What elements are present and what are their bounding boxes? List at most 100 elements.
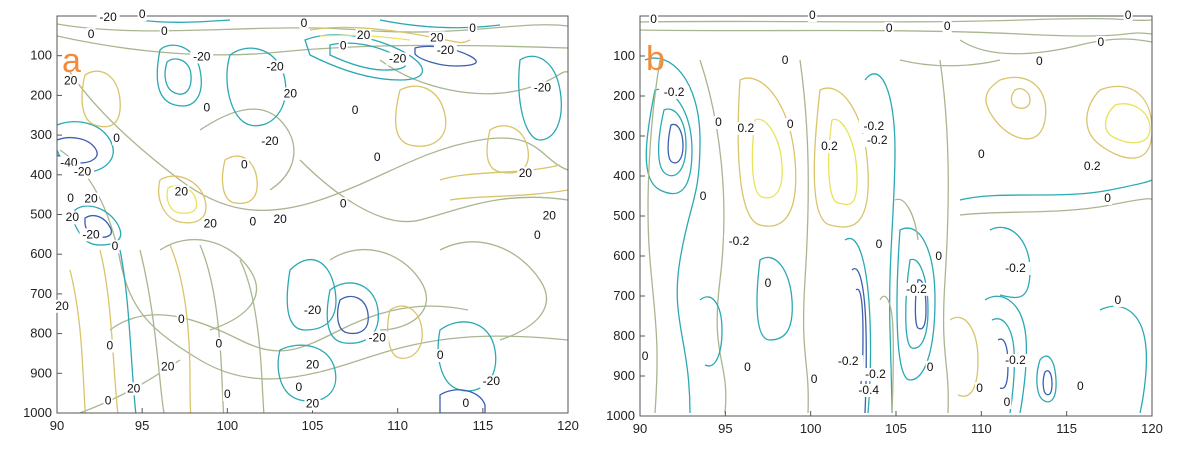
contour-label: 20 [64, 73, 78, 87]
contour-label: 0 [296, 380, 303, 394]
contour-line [658, 108, 687, 177]
contour-line [439, 164, 561, 181]
contour-label-background [1080, 160, 1104, 173]
contour-label-background [176, 312, 186, 326]
contour-label: 0 [340, 196, 347, 210]
contour-label: 0 [935, 249, 942, 263]
contour-label-background [173, 185, 190, 199]
contour-label-background [763, 277, 773, 291]
contour-label: 0 [105, 393, 112, 407]
contour-line [1010, 88, 1031, 109]
contour-label: 0 [1097, 35, 1104, 49]
contour-line [899, 59, 1001, 67]
contour-label: 0 [178, 312, 185, 326]
y-tick-label: 200 [30, 87, 52, 102]
contour-label: 0 [1125, 8, 1132, 22]
contour-line [864, 73, 896, 414]
contour-label: 0.2 [821, 139, 838, 153]
contour-line [518, 55, 562, 141]
ticks-b: 90 95 100 105 110 115 120 100 200 300 400 500 600 700… [606, 48, 1163, 436]
contour-label-background [901, 282, 932, 296]
contour-label-background [517, 166, 534, 180]
contour-label-background [1123, 9, 1133, 23]
contour-label-background [62, 74, 79, 88]
contour-label: 0 [340, 38, 347, 52]
y-tick-label: 500 [30, 207, 52, 222]
contour-label: 0 [88, 27, 95, 41]
contour-line [169, 244, 192, 413]
contour-line [985, 76, 1047, 140]
contour-line [309, 26, 471, 44]
panel-a: 90 95 100 105 110 115 120100200300400500600700… [23, 7, 579, 433]
contour-line [69, 269, 87, 413]
contour-label-background [1075, 380, 1085, 393]
contour-line [949, 316, 979, 397]
contour-label: 0 [1036, 54, 1043, 68]
contour-label-background [83, 192, 100, 206]
contour-label: -0.2 [664, 85, 685, 99]
contour-label: 0 [139, 7, 146, 21]
contour-label-background [853, 384, 884, 397]
contour-label: 0 [876, 237, 883, 251]
contour-label-background [282, 87, 299, 101]
y-tick-label: 600 [613, 248, 635, 263]
contour-label-background [214, 337, 224, 351]
contour-line [156, 44, 202, 107]
contour-line [226, 47, 287, 127]
contour-label-background [372, 150, 382, 164]
contour-label-background [807, 9, 817, 23]
contour-label: -20 [304, 303, 322, 317]
contour-label: 0 [650, 12, 657, 26]
contour-label-background [1002, 396, 1012, 409]
y-tick-label: 1000 [23, 405, 52, 420]
ticks-a: 90 95 100 105 110 115 120100200300400500600700… [23, 48, 579, 433]
contour-label: 20 [273, 212, 287, 226]
contour-line [896, 227, 936, 381]
contour-label: -0.2 [729, 234, 750, 248]
contour-label-background [86, 27, 96, 41]
contour-line [81, 70, 121, 128]
contour-label: -20 [437, 43, 455, 57]
contour-label-background [79, 228, 103, 242]
contour-label-background [858, 120, 889, 133]
contour-label-background [530, 81, 554, 95]
contour-label-background [541, 209, 558, 223]
contour-label-background [54, 299, 71, 313]
contour-label: 0 [250, 215, 257, 229]
contour-label-background [785, 118, 795, 131]
contour-label: 20 [357, 28, 371, 42]
contour-line [813, 87, 869, 228]
contour-label-background [338, 39, 348, 53]
contour-line [158, 175, 207, 224]
y-tick-label: 900 [613, 368, 635, 383]
contour-labels-b: 0 0 00 000 0-0.20 0.2 00.2-0.2-0.200.20-0.2000… [640, 8, 1133, 409]
contour-label: -20 [369, 331, 387, 345]
contour-label: 0 [352, 103, 359, 117]
contour-line [844, 237, 872, 414]
contour-line [644, 57, 701, 414]
contour-label: 20 [519, 166, 533, 180]
contour-label-background [248, 215, 258, 229]
contour-label-background [817, 140, 841, 153]
contour-label-background [479, 375, 503, 389]
contour-label: -0.4 [858, 383, 879, 397]
contour-line [329, 42, 407, 71]
contour-label: 20 [55, 299, 69, 313]
contour-line [1042, 370, 1053, 396]
contour-label-background [433, 44, 457, 58]
contour-label: 0.2 [1084, 159, 1101, 173]
contour-label-background [263, 60, 287, 74]
contour-label: -0.2 [838, 354, 859, 368]
panel-label-b: b [646, 40, 665, 78]
contour-line [851, 267, 867, 414]
contour-label-background [301, 303, 324, 317]
x-tick-label: 105 [302, 418, 324, 433]
contour-label: -20 [74, 165, 92, 179]
contour-label: 0 [811, 372, 818, 386]
contour-line [439, 241, 547, 341]
contour-line [336, 295, 369, 335]
contour-label: 0 [462, 396, 469, 410]
contour-line [1104, 103, 1151, 144]
contour-label: 0 [106, 338, 113, 352]
contour-line [119, 249, 137, 413]
